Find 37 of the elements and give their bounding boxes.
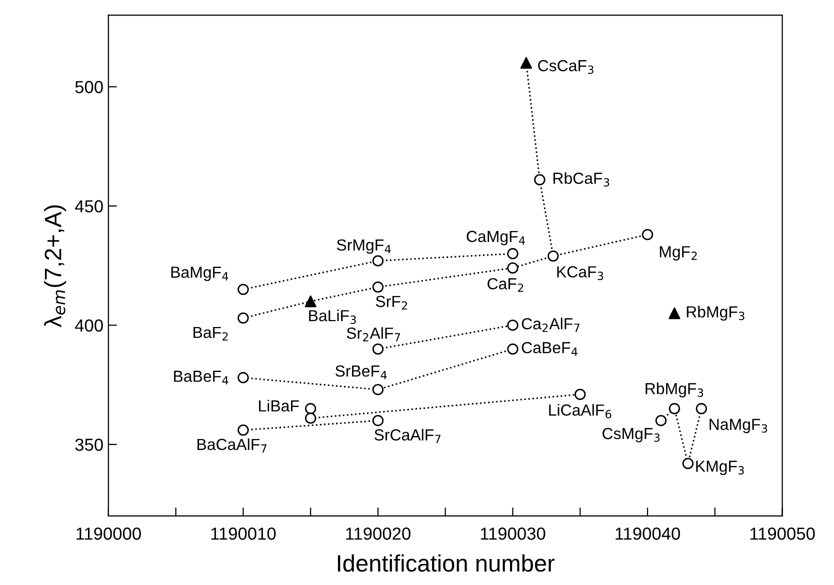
y-axis-title: λ$_{em}$(7,2+,A) [44,205,66,328]
annotation: NaMgF$_{3}$ [710,418,768,434]
annotation: Ca$_{2}$AlF$_{7}$ [522,318,580,332]
annotation: CaF$_{2}$ [488,278,524,292]
annotation: CsCaF$_{3}$ [538,60,594,74]
annotation: RbCaF$_{3}$ [554,172,610,187]
annotation: MgF$_{2}$ [660,246,697,261]
x-tick-label: 1190050 [750,528,815,540]
annotation: BaBeF$_{4}$ [174,370,228,384]
y-tick-label: 400 [74,319,103,332]
y-tick-label: 350 [75,438,103,451]
annotation: BaLiF$_{3}$ [309,310,356,324]
annotation: RbMgF$_{3}$ [646,382,704,398]
y-tick-label: 450 [74,200,103,212]
annotation: SrMgF$_{4}$ [336,239,391,254]
annotation: SrF$_{2}$ [376,296,408,310]
annotation: SrCaAlF$_{7}$ [374,428,440,444]
x-tick-label: 1190020 [346,528,410,540]
annotation: CaBeF$_{4}$ [522,342,578,356]
x-tick-label: 1190010 [211,528,276,540]
annotation: CaMgF$_{4}$ [466,230,525,246]
x-tick-label: 1190000 [76,528,141,540]
annotation: KMgF$_{3}$ [696,460,744,476]
annotation: Sr$_{2}$AlF$_{7}$ [346,327,400,342]
annotation: KCaF$_{3}$ [557,266,604,280]
annotation: BaCaAlF$_{7}$ [198,438,266,453]
annotation: LiBaF [259,400,299,412]
annotation: BaF$_{2}$ [194,326,228,341]
x-tick-label: 1190030 [480,528,546,540]
annotation: CsMgF$_{3}$ [602,428,660,442]
annotation: SrBeF$_{4}$ [336,365,387,380]
x-tick-label: 1190040 [616,528,680,540]
annotation: LiCaAlF$_{6}$ [549,404,612,418]
annotation: RbMgF$_{3}$ [686,306,744,321]
x-axis-title: Identification number [338,554,555,572]
y-tick-label: 500 [75,80,103,94]
annotation: BaMgF$_{4}$ [171,266,228,282]
